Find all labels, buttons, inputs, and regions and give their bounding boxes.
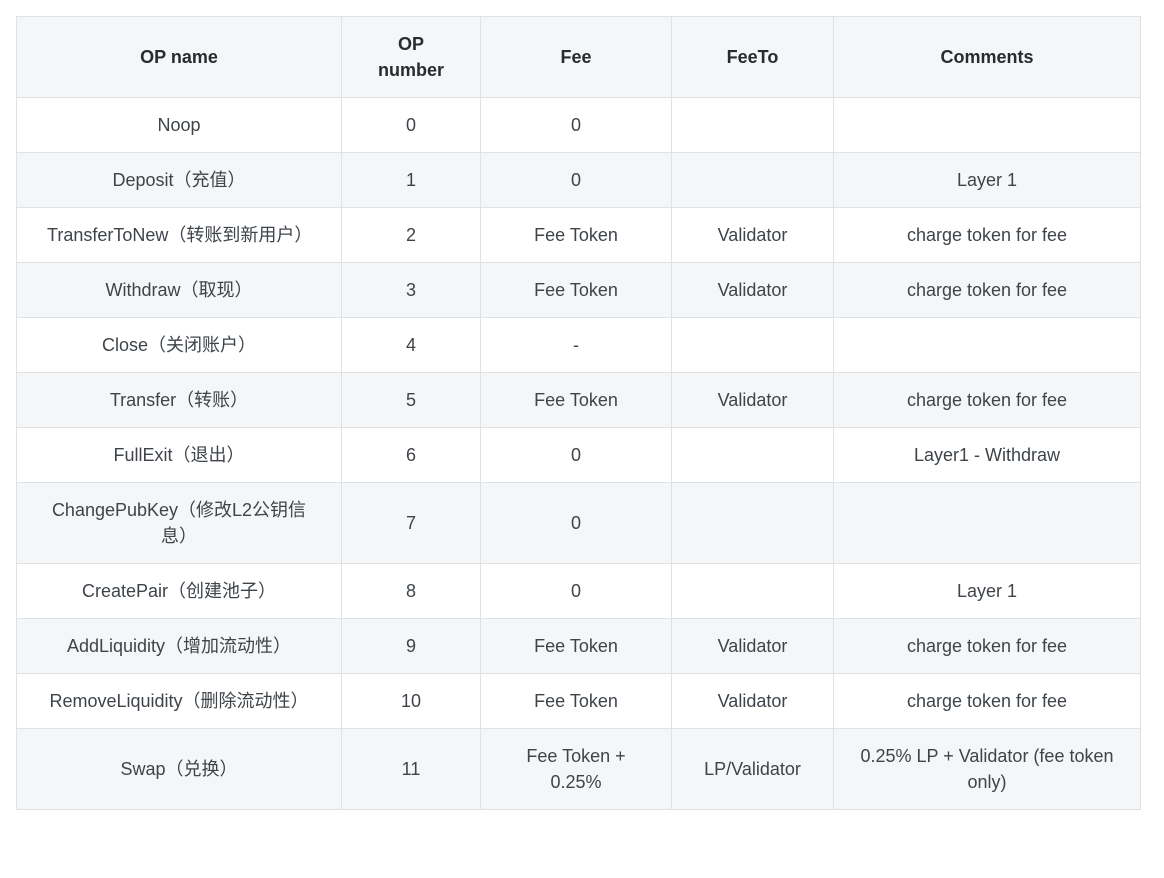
table-row: AddLiquidity（增加流动性） 9 Fee Token Validato… (16, 618, 1141, 674)
column-header-op-name: OP name (16, 16, 342, 98)
cell-feeto (671, 563, 834, 619)
cell-op-number: 8 (341, 563, 481, 619)
cell-feeto (671, 317, 834, 373)
table-row: Withdraw（取现） 3 Fee Token Validator charg… (16, 262, 1141, 318)
table-row: Close（关闭账户） 4 - (16, 317, 1141, 373)
cell-fee: 0 (480, 482, 672, 564)
cell-fee: Fee Token (480, 618, 672, 674)
cell-comments: charge token for fee (833, 618, 1141, 674)
cell-feeto: Validator (671, 673, 834, 729)
cell-feeto: LP/Validator (671, 728, 834, 810)
cell-feeto (671, 152, 834, 208)
cell-op-name: Swap（兑换） (16, 728, 342, 810)
cell-comments: Layer 1 (833, 563, 1141, 619)
cell-comments: charge token for fee (833, 207, 1141, 263)
table-row: RemoveLiquidity（删除流动性） 10 Fee Token Vali… (16, 673, 1141, 729)
table-row: Deposit（充值） 1 0 Layer 1 (16, 152, 1141, 208)
cell-op-name: Withdraw（取现） (16, 262, 342, 318)
cell-fee: Fee Token + 0.25% (480, 728, 672, 810)
cell-op-number: 4 (341, 317, 481, 373)
table-row: TransferToNew（转账到新用户） 2 Fee Token Valida… (16, 207, 1141, 263)
cell-fee: - (480, 317, 672, 373)
cell-comments: Layer1 - Withdraw (833, 427, 1141, 483)
cell-op-name: Deposit（充值） (16, 152, 342, 208)
table-header: OP name OP number Fee FeeTo Comments (16, 16, 1141, 98)
cell-feeto (671, 97, 834, 153)
cell-fee: 0 (480, 563, 672, 619)
cell-op-number: 3 (341, 262, 481, 318)
cell-comments: 0.25% LP + Validator (fee token only) (833, 728, 1141, 810)
cell-fee: Fee Token (480, 372, 672, 428)
cell-op-number: 9 (341, 618, 481, 674)
table-row: Swap（兑换） 11 Fee Token + 0.25% LP/Validat… (16, 728, 1141, 810)
cell-op-name: ChangePubKey（修改L2公钥信息） (16, 482, 342, 564)
cell-fee: 0 (480, 97, 672, 153)
cell-comments (833, 482, 1141, 564)
cell-op-number: 10 (341, 673, 481, 729)
cell-op-number: 11 (341, 728, 481, 810)
cell-feeto (671, 482, 834, 564)
table-row: CreatePair（创建池子） 8 0 Layer 1 (16, 563, 1141, 619)
cell-comments: charge token for fee (833, 262, 1141, 318)
table-body: Noop 0 0 Deposit（充值） 1 0 Layer 1 Transfe… (16, 97, 1141, 810)
cell-fee: 0 (480, 427, 672, 483)
cell-op-name: Noop (16, 97, 342, 153)
cell-op-name: TransferToNew（转账到新用户） (16, 207, 342, 263)
cell-fee: Fee Token (480, 673, 672, 729)
cell-op-name: AddLiquidity（增加流动性） (16, 618, 342, 674)
cell-feeto: Validator (671, 618, 834, 674)
cell-op-name: Transfer（转账） (16, 372, 342, 428)
cell-op-number: 2 (341, 207, 481, 263)
column-header-op-number: OP number (341, 16, 481, 98)
cell-op-number: 6 (341, 427, 481, 483)
cell-feeto: Validator (671, 262, 834, 318)
cell-feeto: Validator (671, 207, 834, 263)
cell-comments: Layer 1 (833, 152, 1141, 208)
cell-op-name: RemoveLiquidity（删除流动性） (16, 673, 342, 729)
cell-op-number: 5 (341, 372, 481, 428)
cell-op-number: 1 (341, 152, 481, 208)
column-header-comments: Comments (833, 16, 1141, 98)
cell-feeto (671, 427, 834, 483)
table-row: Transfer（转账） 5 Fee Token Validator charg… (16, 372, 1141, 428)
cell-fee: 0 (480, 152, 672, 208)
cell-comments: charge token for fee (833, 372, 1141, 428)
cell-fee: Fee Token (480, 262, 672, 318)
cell-op-name: FullExit（退出） (16, 427, 342, 483)
cell-comments (833, 317, 1141, 373)
table-row: FullExit（退出） 6 0 Layer1 - Withdraw (16, 427, 1141, 483)
cell-op-number: 7 (341, 482, 481, 564)
column-header-fee: Fee (480, 16, 672, 98)
op-codes-table: OP name OP number Fee FeeTo Comments Noo… (16, 16, 1141, 810)
cell-comments (833, 97, 1141, 153)
column-header-feeto: FeeTo (671, 16, 834, 98)
table-row: ChangePubKey（修改L2公钥信息） 7 0 (16, 482, 1141, 564)
table-header-row: OP name OP number Fee FeeTo Comments (16, 16, 1141, 98)
cell-fee: Fee Token (480, 207, 672, 263)
cell-op-name: CreatePair（创建池子） (16, 563, 342, 619)
cell-op-number: 0 (341, 97, 481, 153)
cell-op-name: Close（关闭账户） (16, 317, 342, 373)
cell-comments: charge token for fee (833, 673, 1141, 729)
cell-feeto: Validator (671, 372, 834, 428)
table-row: Noop 0 0 (16, 97, 1141, 153)
